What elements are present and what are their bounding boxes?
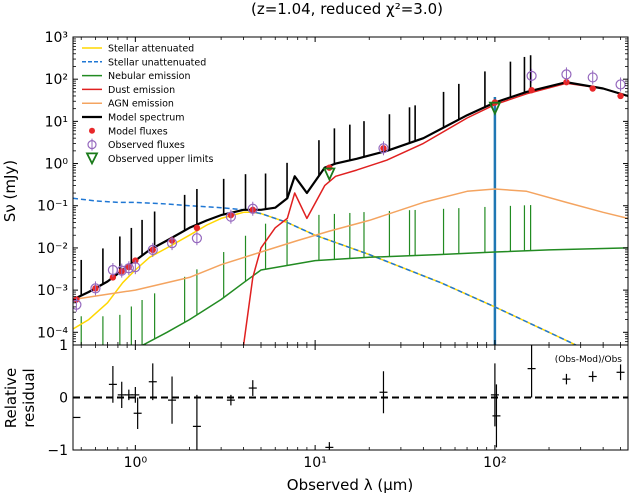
y-tick-label: 10⁻³ — [37, 283, 68, 299]
model-flux-point — [563, 78, 570, 86]
series-nebular-emission — [141, 247, 628, 345]
model-flux-point — [617, 92, 624, 100]
model-flux-point — [528, 86, 535, 94]
model-flux-point — [193, 224, 201, 232]
y-tick-label: 10⁻⁴ — [37, 325, 68, 341]
upper-limit-marker — [322, 167, 336, 182]
series-stellar-unattenuated — [73, 197, 578, 345]
legend-label: Stellar unattenuated — [108, 57, 206, 68]
legend-label: AGN emission — [108, 99, 174, 110]
legend-label: Model spectrum — [108, 113, 185, 124]
legend-label: Observed fluxes — [108, 140, 185, 151]
residual-panel-content — [73, 345, 628, 450]
legend-swatch — [89, 127, 95, 134]
y-tick-label: 10⁻² — [37, 241, 68, 257]
legend-swatch — [85, 152, 99, 166]
residual-y-tick-label: 1 — [59, 338, 68, 354]
model-flux-point — [589, 85, 596, 92]
legend-label: Nebular emission — [108, 71, 191, 82]
legend-label: Dust emission — [108, 85, 175, 96]
x-tick-label: 10¹ — [303, 455, 326, 471]
legend: Stellar attenuated Stellar unattenuated Ne… — [82, 44, 213, 166]
y-tick-label: 10⁰ — [45, 157, 69, 173]
residual-y-tick-label: 0 — [59, 391, 68, 407]
upper-limit-marker — [488, 101, 502, 116]
legend-label: Stellar attenuated — [108, 44, 194, 55]
sed-panel-frame — [72, 36, 629, 346]
legend-label: Observed upper limits — [108, 154, 213, 165]
legend-label: Model fluxes — [108, 126, 168, 137]
residual-annotation: (Obs-Mod)/Obs — [555, 355, 623, 365]
model-flux-point — [109, 274, 117, 281]
residual-y-tick-label: −1 — [47, 443, 68, 459]
y-tick-label: 10¹ — [45, 114, 68, 130]
residual-y-axis-label: Relativeresidual — [2, 368, 38, 429]
sed-y-axis-label: Sν (mJy) — [1, 160, 19, 222]
series-stellar-attenuated — [73, 211, 578, 345]
x-tick-label: 10⁰ — [124, 455, 148, 471]
x-axis-label: Observed λ (μm) — [287, 476, 413, 494]
x-tick-label: 10² — [483, 455, 506, 471]
series-agn-emission — [73, 188, 628, 301]
chart-title: (z=1.04, reduced χ²=3.0) — [251, 0, 443, 18]
series-model-spectrum — [73, 81, 628, 301]
y-tick-label: 10³ — [45, 30, 68, 46]
y-tick-label: 10⁻¹ — [37, 199, 68, 215]
sed-panel-content — [73, 55, 628, 345]
y-tick-label: 10² — [45, 72, 68, 88]
series-dust-emission — [242, 82, 628, 345]
